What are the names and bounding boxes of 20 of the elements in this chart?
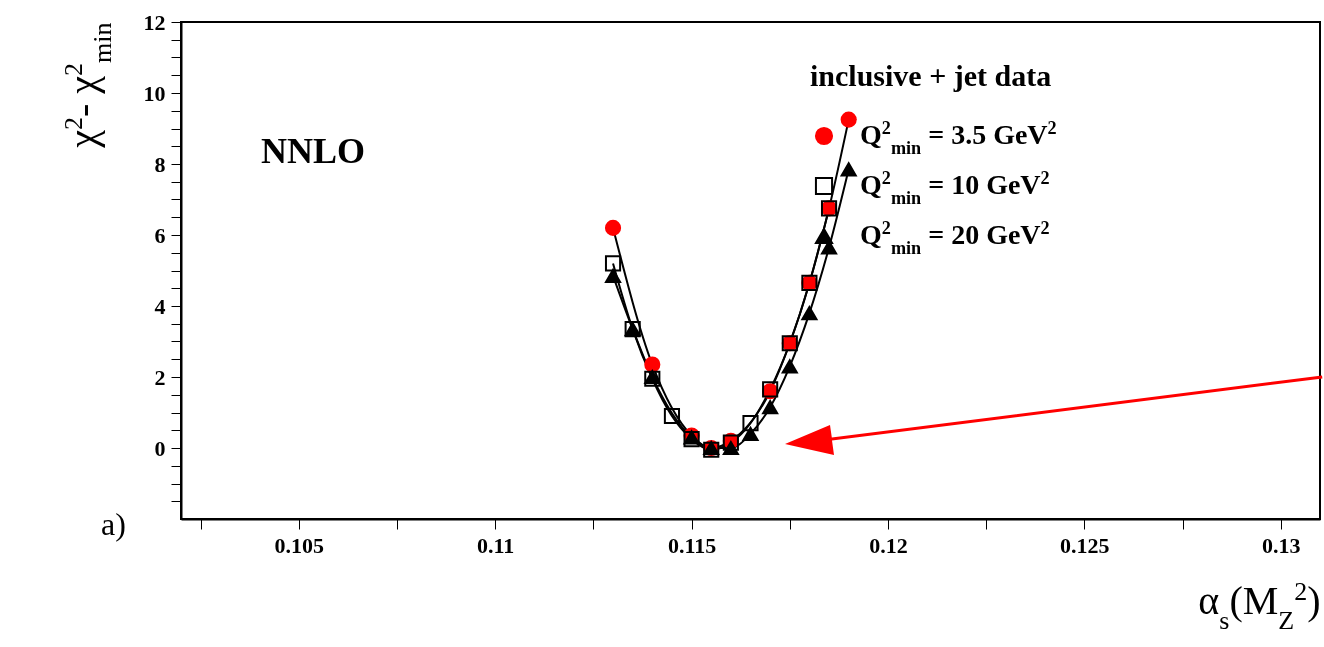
- x-tick-label: 0.115: [667, 532, 717, 558]
- annotation: NNLO: [261, 131, 366, 171]
- y-tick-label: 8: [154, 151, 166, 177]
- y-tick-label: 0: [154, 435, 166, 461]
- x-tick-label: 0.13: [1261, 532, 1301, 558]
- legend-label: Q$^{2}$$_{min}$ = 10 GeV$^{2}$: [860, 168, 1050, 208]
- x-axis-title: α$_{s}$(M$_{Z}$$^{2}$): [1198, 576, 1321, 634]
- legend-title: inclusive + jet data: [810, 59, 1052, 92]
- legend-label: Q$^{2}$$_{min}$ = 20 GeV$^{2}$: [860, 218, 1050, 258]
- x-tick-label: 0.125: [1060, 532, 1110, 558]
- y-tick-label: 6: [154, 222, 166, 248]
- y-tick-label: 12: [143, 9, 166, 35]
- legend-label: Q$^{2}$$_{min}$ = 3.5 GeV$^{2}$: [860, 118, 1057, 158]
- y-tick-label: 4: [154, 293, 166, 319]
- x-tick-label: 0.11: [477, 532, 515, 558]
- y-tick-label: 2: [154, 364, 166, 390]
- y-tick-label: 10: [143, 80, 166, 106]
- x-tick-label: 0.105: [274, 532, 325, 558]
- text: a): [101, 506, 126, 542]
- x-tick-label: 0.12: [869, 532, 908, 558]
